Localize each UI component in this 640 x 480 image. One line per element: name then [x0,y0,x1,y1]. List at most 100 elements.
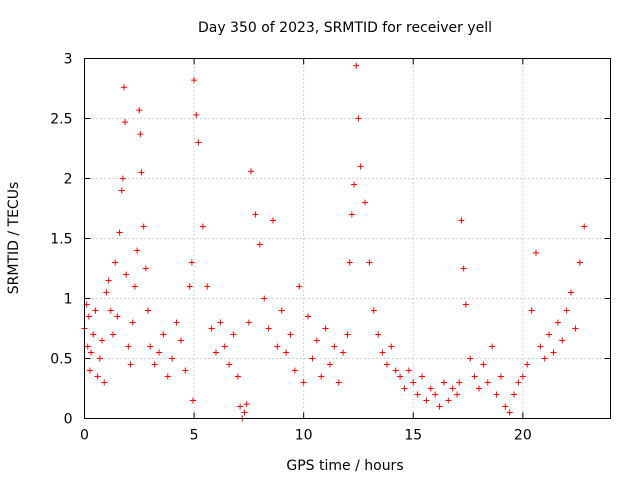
data-point [405,367,412,374]
data-point [502,403,509,410]
data-point [261,295,268,302]
data-point [572,325,579,332]
data-point [274,343,281,350]
data-point [136,107,143,114]
data-point [94,373,101,380]
data-point [506,409,513,416]
data-point [401,385,408,392]
x-tick-label: 10 [295,428,313,444]
data-point [118,187,125,194]
data-point [84,343,91,350]
data-point [519,373,526,380]
data-point [489,343,496,350]
data-point [427,385,434,392]
data-point [120,84,127,91]
data-point [160,331,167,338]
data-point [137,131,144,138]
data-point [340,349,347,356]
data-point [351,181,358,188]
data-point [335,379,342,386]
data-point [204,283,211,290]
data-point [559,337,566,344]
y-tick-label: 1 [64,292,73,308]
x-tick-label: 5 [190,428,199,444]
data-point [318,373,325,380]
y-tick-label: 1.5 [50,232,72,248]
data-point [291,367,298,374]
x-tick-label: 20 [514,428,532,444]
data-point [90,331,97,338]
data-point [436,403,443,410]
data-point [92,307,99,314]
data-point [454,391,461,398]
data-point [248,168,255,175]
data-point [414,391,421,398]
data-point [101,379,108,386]
data-point [568,289,575,296]
data-point [456,379,463,386]
data-point [243,401,250,408]
data-point [107,307,114,314]
data-point [86,367,93,374]
data-point [576,259,583,266]
data-point [322,325,329,332]
x-tick-label: 15 [404,428,422,444]
data-point [383,361,390,368]
data-point [326,361,333,368]
data-point [515,379,522,386]
data-point [344,331,351,338]
data-point [96,355,103,362]
data-point [138,169,145,176]
data-point [480,361,487,368]
data-point [188,259,195,266]
y-tick-label: 3 [64,52,73,68]
data-point [265,325,272,332]
data-point [445,397,452,404]
data-point [462,301,469,308]
data-point [331,343,338,350]
data-point [123,271,130,278]
data-point [476,385,482,392]
data-point [537,343,544,350]
data-point [103,289,110,296]
data-point [410,379,417,386]
data-point [99,337,106,344]
data-point [122,119,129,126]
data-point [156,349,163,356]
data-point [497,373,504,380]
data-point [397,373,404,380]
data-point [563,307,570,314]
data-point [127,361,134,368]
data-point [221,343,228,350]
data-point [313,337,320,344]
data-point [458,217,465,224]
data-point [541,355,548,362]
data-point [164,373,171,380]
data-point [300,379,307,386]
data-point [419,373,426,380]
data-point [199,223,206,230]
data-point [460,265,467,272]
data-point [112,259,119,266]
data-point [388,343,395,350]
data-point [357,163,364,170]
y-tick-label: 2 [64,172,73,188]
data-point [147,343,154,350]
data-point [449,385,456,392]
data-point [119,175,126,182]
data-point [278,307,285,314]
data-point [195,139,202,146]
data-point [151,361,158,368]
x-tick-label: 0 [80,428,89,444]
data-point [213,349,219,356]
axis-ticks [84,58,611,419]
data-point [392,367,399,374]
data-point [484,379,491,386]
chart-title: Day 350 of 2023, SRMTID for receiver yel… [198,20,492,36]
data-point [528,307,535,314]
data-point [116,229,123,236]
data-point [550,349,557,356]
data-point [355,115,362,122]
data-point [105,277,112,284]
